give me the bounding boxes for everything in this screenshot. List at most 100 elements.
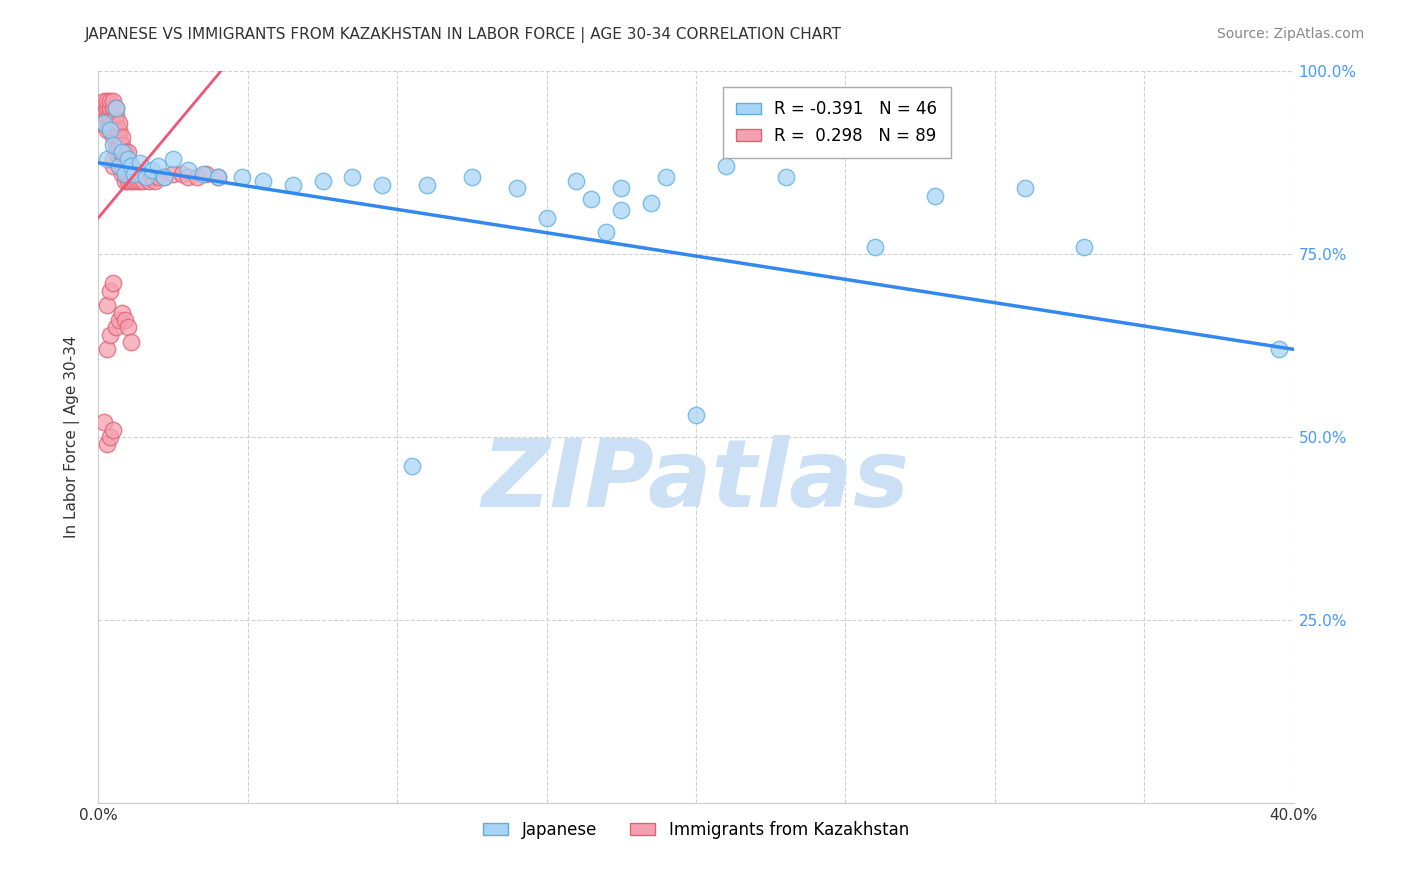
Point [1267,343,1289,357]
Point [103,152,125,166]
Point [117,152,139,166]
Point [111,145,134,159]
Point [127,167,149,181]
Point [1073,240,1095,254]
Point [108,145,131,159]
Point [96,152,118,166]
Point [108,115,131,129]
Point [162,167,184,181]
Point [129,167,152,181]
Point [342,170,364,185]
Point [177,170,200,185]
Point [775,170,797,185]
Point [135,170,157,185]
Point [98,430,122,444]
Point [103,160,125,174]
Point [103,101,125,115]
Point [105,123,128,137]
Point [98,284,122,298]
Point [114,145,136,159]
Point [96,437,118,451]
Point [416,178,439,192]
Point [138,174,160,188]
Point [148,170,170,185]
Point [135,170,157,185]
Point [111,167,134,181]
Point [96,343,118,357]
Point [141,170,163,185]
Point [610,203,633,218]
Point [1014,181,1036,195]
Point [127,174,149,188]
Point [207,170,229,185]
Point [111,152,134,166]
Point [108,160,131,174]
Point [685,408,707,422]
Point [311,174,333,188]
Point [231,170,253,185]
Point [108,152,131,166]
Point [124,167,146,181]
Legend: Japanese, Immigrants from Kazakhstan: Japanese, Immigrants from Kazakhstan [477,814,915,846]
Point [714,160,737,174]
Point [98,327,122,342]
Point [120,160,142,174]
Point [93,416,115,430]
Point [114,152,136,166]
Point [114,174,136,188]
Point [640,196,662,211]
Point [120,334,142,349]
Point [98,101,122,115]
Point [98,108,122,122]
Point [595,225,617,239]
Point [111,160,134,174]
Point [96,123,118,137]
Point [93,108,115,122]
Point [141,163,163,178]
Point [111,130,134,145]
Point [610,181,633,195]
Point [143,174,166,188]
Point [195,167,218,181]
Point [655,170,678,185]
Point [111,137,134,152]
Point [129,174,152,188]
Point [401,459,423,474]
Point [103,115,125,129]
Point [98,94,122,108]
Point [117,167,139,181]
Point [108,130,131,145]
Point [108,137,131,152]
Point [98,115,122,129]
Point [93,115,115,129]
Point [506,181,529,195]
Point [114,313,136,327]
Text: JAPANESE VS IMMIGRANTS FROM KAZAKHSTAN IN LABOR FORCE | AGE 30-34 CORRELATION CH: JAPANESE VS IMMIGRANTS FROM KAZAKHSTAN I… [84,27,841,43]
Point [461,170,484,185]
Point [177,163,200,178]
Point [105,320,128,334]
Point [93,94,115,108]
Point [105,115,128,129]
Point [103,423,125,437]
Point [117,174,139,188]
Point [103,137,125,152]
Point [162,152,184,166]
Point [186,170,208,185]
Point [103,108,125,122]
Point [148,160,170,174]
Point [105,108,128,122]
Point [172,167,194,181]
Point [191,167,214,181]
Point [93,115,115,129]
Text: Source: ZipAtlas.com: Source: ZipAtlas.com [1216,27,1364,41]
Point [96,101,118,115]
Point [565,174,588,188]
Point [111,145,134,159]
Point [117,152,139,166]
Point [924,188,946,202]
Point [108,160,131,174]
Point [105,101,128,115]
Point [98,123,122,137]
Point [90,115,112,129]
